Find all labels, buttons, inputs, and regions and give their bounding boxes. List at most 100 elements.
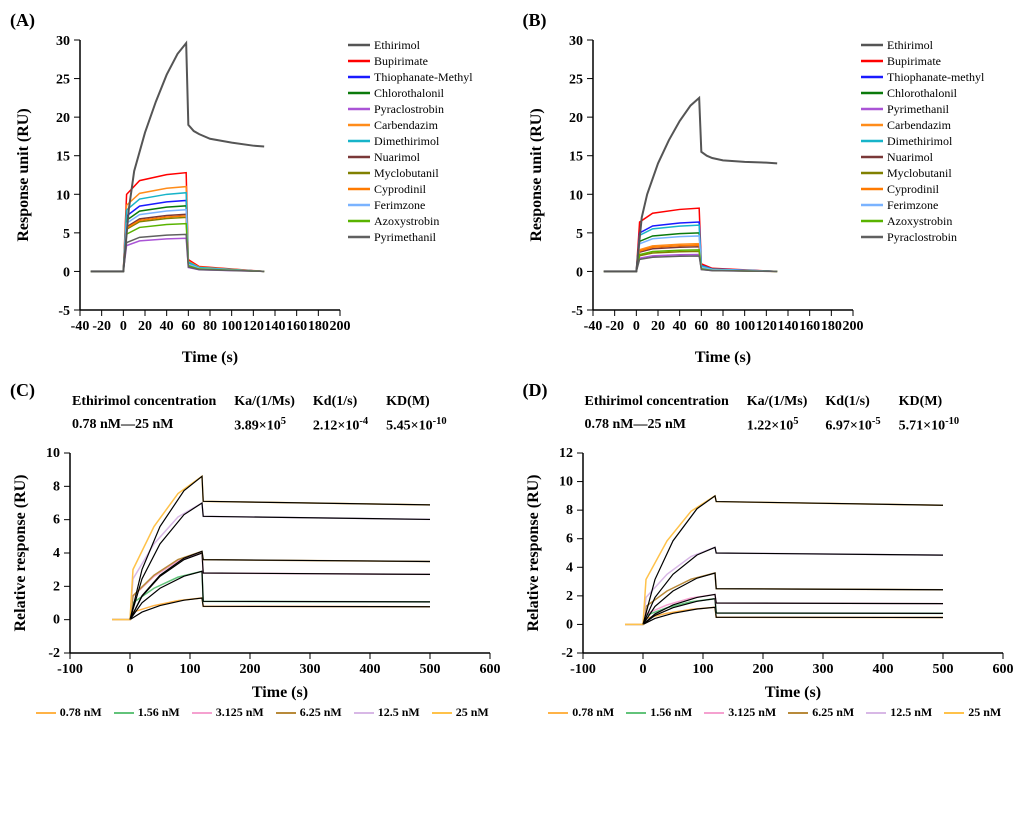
svg-text:5: 5	[576, 227, 583, 242]
svg-text:2: 2	[53, 579, 60, 594]
svg-text:20: 20	[138, 319, 152, 334]
svg-text:Myclobutanil: Myclobutanil	[374, 166, 439, 180]
svg-text:500: 500	[932, 662, 953, 677]
svg-text:25: 25	[569, 73, 583, 88]
svg-text:10: 10	[56, 188, 70, 203]
svg-text:Cyprodinil: Cyprodinil	[374, 182, 427, 196]
svg-text:0: 0	[639, 662, 646, 677]
svg-text:Azoxystrobin: Azoxystrobin	[374, 214, 439, 228]
svg-text:Dimethirimol: Dimethirimol	[374, 134, 440, 148]
panel-B: (B) -40-20020406080100120140160180200-50…	[523, 10, 1016, 370]
svg-text:25: 25	[56, 73, 70, 88]
svg-text:40: 40	[672, 319, 686, 334]
svg-text:Myclobutanil: Myclobutanil	[887, 166, 952, 180]
svg-text:-20: -20	[92, 319, 111, 334]
svg-text:Pyrimethanil: Pyrimethanil	[374, 230, 437, 244]
svg-text:-2: -2	[561, 646, 573, 661]
svg-text:0: 0	[120, 319, 127, 334]
svg-text:200: 200	[240, 662, 261, 677]
svg-text:160: 160	[799, 319, 820, 334]
svg-text:Relative response (RU): Relative response (RU)	[525, 474, 542, 631]
chart-D: -1000100200300400500600-2024681012Time (…	[523, 443, 1013, 703]
svg-text:80: 80	[203, 319, 217, 334]
svg-text:5: 5	[63, 227, 70, 242]
svg-text:12: 12	[559, 446, 573, 461]
svg-text:4: 4	[53, 546, 60, 561]
panel-A: (A) -40-20020406080100120140160180200-50…	[10, 10, 503, 370]
panel-C: (C) Ethirimol concentrationKa/(1/Ms)Kd(1…	[10, 380, 503, 720]
svg-text:Response unit (RU): Response unit (RU)	[528, 108, 545, 241]
svg-text:Ethirimol: Ethirimol	[374, 38, 421, 52]
svg-text:30: 30	[569, 34, 583, 49]
chart-C: -1000100200300400500600-20246810Time (s)…	[10, 443, 500, 703]
svg-text:Nuarimol: Nuarimol	[374, 150, 421, 164]
svg-text:100: 100	[692, 662, 713, 677]
svg-text:0: 0	[566, 617, 573, 632]
svg-text:0: 0	[632, 319, 639, 334]
svg-text:100: 100	[221, 319, 242, 334]
svg-text:140: 140	[777, 319, 798, 334]
svg-text:Pyrimethanil: Pyrimethanil	[887, 102, 950, 116]
panel-label-C: (C)	[10, 380, 35, 401]
svg-text:-5: -5	[571, 304, 583, 319]
svg-text:6: 6	[566, 531, 573, 546]
svg-text:0: 0	[127, 662, 134, 677]
kinetics-table-C: Ethirimol concentrationKa/(1/Ms)Kd(1/s)K…	[70, 390, 465, 439]
svg-text:-40: -40	[583, 319, 602, 334]
svg-text:20: 20	[56, 111, 70, 126]
svg-text:10: 10	[569, 188, 583, 203]
svg-text:Thiophanate-methyl: Thiophanate-methyl	[887, 70, 985, 84]
svg-text:180: 180	[820, 319, 841, 334]
svg-text:Carbendazim: Carbendazim	[374, 118, 439, 132]
svg-text:-40: -40	[71, 319, 90, 334]
svg-text:Time (s): Time (s)	[182, 349, 238, 366]
svg-text:180: 180	[308, 319, 329, 334]
svg-text:40: 40	[160, 319, 174, 334]
svg-text:10: 10	[559, 474, 573, 489]
svg-text:100: 100	[180, 662, 201, 677]
svg-text:Cyprodinil: Cyprodinil	[887, 182, 940, 196]
svg-text:Azoxystrobin: Azoxystrobin	[887, 214, 952, 228]
svg-text:300: 300	[812, 662, 833, 677]
svg-text:Pyraclostrobin: Pyraclostrobin	[887, 230, 957, 244]
svg-text:Ethirimol: Ethirimol	[887, 38, 934, 52]
svg-text:80: 80	[716, 319, 730, 334]
svg-text:400: 400	[360, 662, 381, 677]
svg-text:Ferimzone: Ferimzone	[887, 198, 938, 212]
panel-label-D: (D)	[523, 380, 548, 401]
panel-D: (D) Ethirimol concentrationKa/(1/Ms)Kd(1…	[523, 380, 1016, 720]
svg-text:Nuarimol: Nuarimol	[887, 150, 934, 164]
svg-text:-20: -20	[605, 319, 624, 334]
svg-text:Thiophanate-Methyl: Thiophanate-Methyl	[374, 70, 473, 84]
svg-text:Carbendazim: Carbendazim	[887, 118, 952, 132]
svg-text:100: 100	[734, 319, 755, 334]
svg-text:600: 600	[992, 662, 1013, 677]
svg-text:140: 140	[265, 319, 286, 334]
svg-text:300: 300	[300, 662, 321, 677]
svg-text:60: 60	[694, 319, 708, 334]
svg-text:60: 60	[181, 319, 195, 334]
svg-text:30: 30	[56, 34, 70, 49]
svg-text:0: 0	[63, 265, 70, 280]
svg-text:0: 0	[53, 612, 60, 627]
svg-text:20: 20	[569, 111, 583, 126]
conc-legend-C: 0.78 nM1.56 nM3.125 nM6.25 nM12.5 nM25 n…	[10, 705, 503, 720]
svg-text:Pyraclostrobin: Pyraclostrobin	[374, 102, 444, 116]
svg-text:-100: -100	[57, 662, 83, 677]
svg-text:Bupirimate: Bupirimate	[374, 54, 428, 68]
svg-text:Time (s): Time (s)	[764, 684, 820, 701]
svg-text:20: 20	[651, 319, 665, 334]
svg-text:Time (s): Time (s)	[252, 684, 308, 701]
svg-text:0: 0	[576, 265, 583, 280]
svg-text:-100: -100	[570, 662, 596, 677]
panel-label-A: (A)	[10, 10, 35, 31]
svg-text:8: 8	[53, 479, 60, 494]
svg-text:200: 200	[752, 662, 773, 677]
svg-text:200: 200	[330, 319, 351, 334]
svg-text:Chlorothalonil: Chlorothalonil	[374, 86, 445, 100]
svg-text:2: 2	[566, 589, 573, 604]
svg-text:200: 200	[842, 319, 863, 334]
svg-text:10: 10	[46, 446, 60, 461]
svg-text:500: 500	[420, 662, 441, 677]
kinetics-table-D: Ethirimol concentrationKa/(1/Ms)Kd(1/s)K…	[583, 390, 978, 439]
